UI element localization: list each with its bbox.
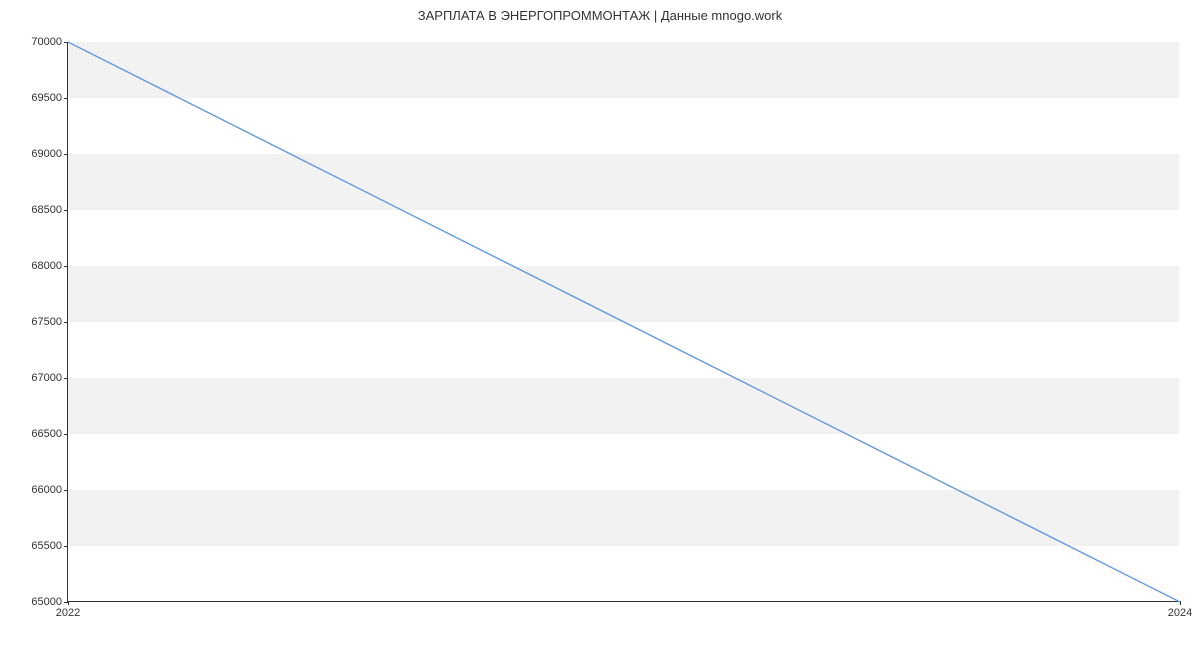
series-line — [68, 42, 1180, 602]
y-tick-label: 68500 — [31, 204, 62, 216]
y-tick-label: 69000 — [31, 148, 62, 160]
y-tick-label: 65500 — [31, 540, 62, 552]
plot-area: 6500065500660006650067000675006800068500… — [67, 42, 1179, 602]
y-tick-label: 69500 — [31, 92, 62, 104]
y-tick-label: 70000 — [31, 36, 62, 48]
chart-title: ЗАРПЛАТА В ЭНЕРГОПРОММОНТАЖ | Данные mno… — [0, 8, 1200, 23]
x-tick-label: 2022 — [56, 607, 80, 619]
y-tick-label: 68000 — [31, 260, 62, 272]
y-tick-label: 67000 — [31, 372, 62, 384]
salary-line-chart: ЗАРПЛАТА В ЭНЕРГОПРОММОНТАЖ | Данные mno… — [0, 0, 1200, 650]
y-tick-label: 66500 — [31, 428, 62, 440]
x-tick-label: 2024 — [1168, 607, 1192, 619]
y-tick-label: 67500 — [31, 316, 62, 328]
y-tick-label: 66000 — [31, 484, 62, 496]
line-layer — [68, 42, 1180, 602]
